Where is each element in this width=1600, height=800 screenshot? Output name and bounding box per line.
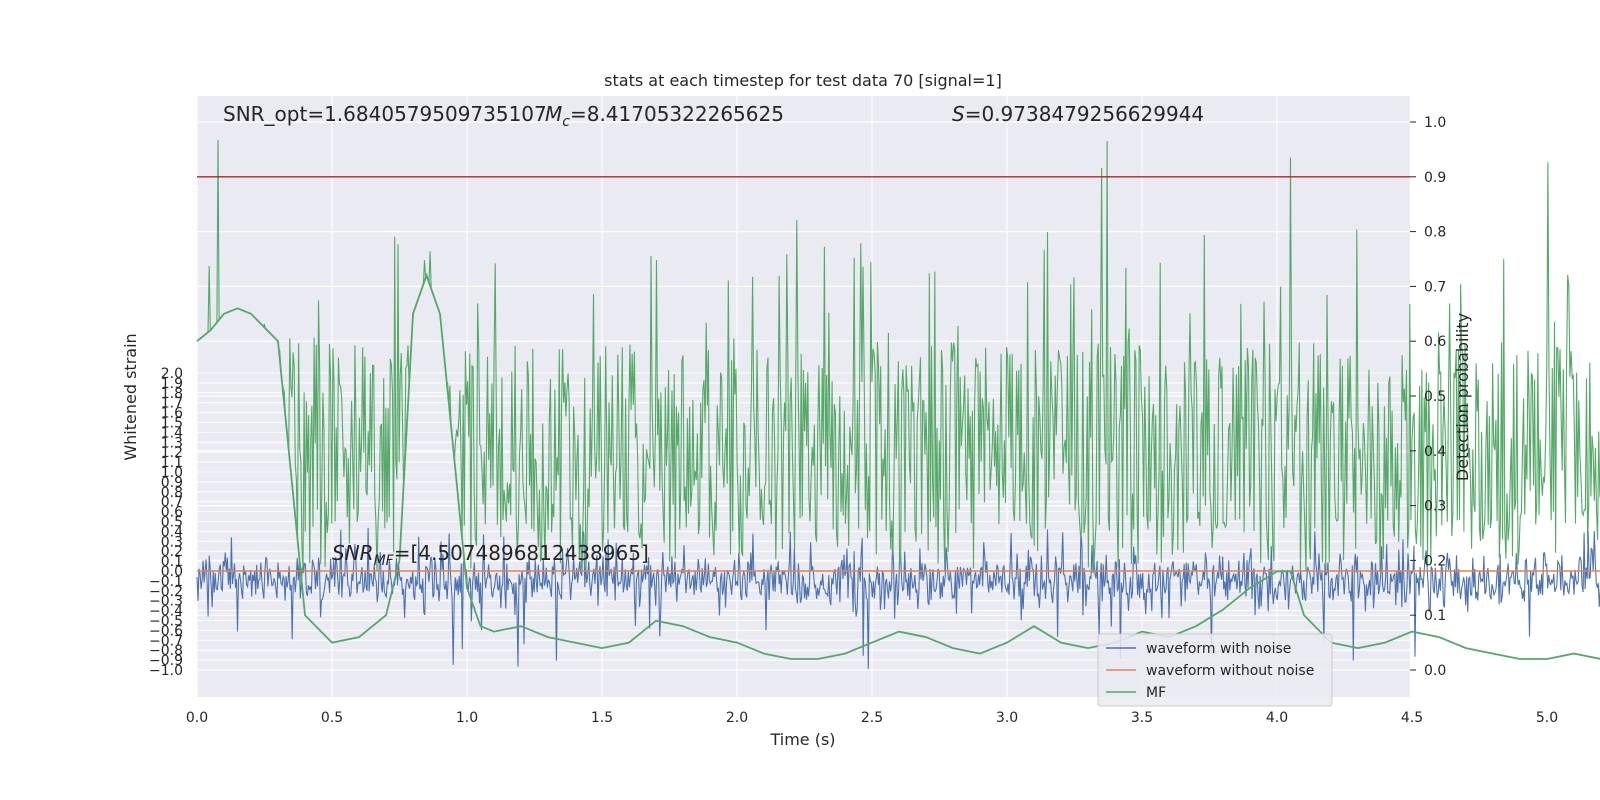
left-y-axis-ticks: 2.01.91.81.71.61.51.41.31.21.11.00.90.80… (149, 366, 183, 679)
left-y-tick-label: 0.1 (161, 554, 183, 570)
left-y-tick-label: −1.0 (149, 663, 183, 679)
left-y-tick-label: 1.2 (161, 445, 183, 461)
x-tick-label: 0.0 (186, 710, 208, 726)
left-y-tick-label: 0.6 (161, 505, 183, 521)
left-y-tick-label: 0.2 (161, 544, 183, 560)
x-tick-label: 4.0 (1266, 710, 1288, 726)
left-y-tick-label: 1.6 (161, 406, 183, 422)
left-y-tick-label: 1.0 (161, 465, 183, 481)
right-y-tick-label: 0.0 (1424, 663, 1446, 679)
x-tick-label: 3.0 (996, 710, 1018, 726)
series-waveform-with-noise (196, 527, 1600, 669)
x-tick-label: 1.0 (456, 710, 478, 726)
left-y-tick-label: 2.0 (161, 366, 183, 382)
right-y-tick-label: 1.0 (1424, 115, 1446, 131)
right-y-tick-label: 0.9 (1424, 170, 1446, 186)
left-y-tick-label: −0.7 (149, 633, 183, 649)
x-tick-label: 3.5 (1131, 710, 1153, 726)
right-y-tick-label: 0.3 (1424, 499, 1446, 515)
right-y-tick-label: 0.8 (1424, 225, 1446, 241)
x-axis-label: Time (s) (769, 730, 835, 749)
x-tick-label: 0.5 (321, 710, 343, 726)
left-y-tick-label: 0.5 (161, 515, 183, 531)
reference-lines (197, 176, 1410, 178)
left-y-tick-label: 0.4 (161, 524, 183, 540)
left-y-tick-label: 1.4 (161, 425, 183, 441)
left-y-tick-label: −0.1 (149, 574, 183, 590)
left-y-tick-label: 1.9 (161, 376, 183, 392)
legend-box (1097, 633, 1333, 707)
legend-label-mf: MF (1146, 685, 1166, 701)
x-tick-label: 2.0 (726, 710, 748, 726)
right-y-tick-label: 0.4 (1424, 444, 1446, 460)
series-line-waveform-without-noise (197, 570, 1600, 572)
right-y-tick-label: 0.6 (1424, 334, 1446, 350)
snr-opt-annotation: SNR_opt=1.6840579509735107 (223, 102, 547, 126)
series-waveform-without-noise (197, 570, 1600, 572)
chirp-mass-annotation: Mc=8.41705322265625 (545, 102, 784, 130)
left-y-tick-label: 1.7 (161, 396, 183, 412)
legend-label-noise: waveform with noise (1146, 641, 1291, 657)
chart-title: stats at each timestep for test data 70 … (604, 71, 1002, 90)
snr-mf-annotation: SNRMF=[4.5074896812438965] (332, 541, 649, 569)
series-mf (196, 139, 1600, 660)
left-y-tick-label: 0.9 (161, 475, 183, 491)
x-tick-label: 1.5 (591, 710, 613, 726)
left-y-tick-label: 0.0 (161, 564, 183, 580)
left-y-tick-label: −0.8 (149, 643, 183, 659)
left-y-tick-label: 0.8 (161, 485, 183, 501)
left-y-tick-label: −0.3 (149, 594, 183, 610)
series-line-mf-envelope (196, 272, 1600, 660)
left-y-tick-label: −0.9 (149, 653, 183, 669)
left-y-tick-label: 1.8 (161, 386, 183, 402)
left-y-tick-label: −0.6 (149, 623, 183, 639)
left-y-tick-label: 1.1 (161, 455, 183, 471)
right-y-tick-label: 0.1 (1424, 608, 1446, 624)
series-line-mf-band (196, 139, 1600, 572)
left-y-tick-label: −0.5 (149, 614, 183, 630)
x-tick-label: 2.5 (861, 710, 883, 726)
left-y-tick-label: 1.5 (161, 416, 183, 432)
right-y-axis-label: Detection probability (1453, 313, 1472, 481)
right-y-tick-label: 0.5 (1424, 389, 1446, 405)
x-axis-ticks: 0.00.51.01.52.02.53.03.54.04.55.05.56.06… (186, 710, 1558, 726)
left-y-axis-label: Whitened strain (121, 333, 140, 460)
left-y-tick-label: −0.4 (149, 604, 183, 620)
right-y-tick-label: 0.7 (1424, 279, 1446, 295)
left-y-tick-label: 0.3 (161, 534, 183, 550)
left-y-tick-label: 0.7 (161, 495, 183, 511)
right-y-axis-ticks: 1.0 0.9 0.8 0.7 0.6 0.5 0.4 0.3 0.2 0.1 0.0 (1410, 115, 1446, 679)
legend-label-clean: waveform without noise (1146, 663, 1314, 679)
x-tick-label: 4.5 (1401, 710, 1423, 726)
x-tick-label: 5.0 (1536, 710, 1558, 726)
legend: waveform with noise waveform without noi… (1097, 633, 1333, 707)
left-y-tick-label: 1.3 (161, 435, 183, 451)
right-y-tick-label: 0.2 (1424, 553, 1446, 569)
s-score-annotation: S=0.9738479256629944 (952, 102, 1204, 126)
left-y-tick-label: −0.2 (149, 584, 183, 600)
series-line-waveform-with-noise (196, 527, 1600, 669)
